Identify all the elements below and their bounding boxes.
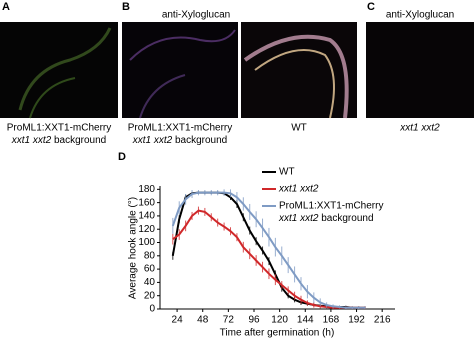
y-tick-label: 20 [144, 290, 156, 301]
caption: xxt1 xxt2 [399, 123, 440, 134]
y-tick-label: 120 [138, 224, 155, 235]
y-tick-label: 180 [138, 184, 155, 195]
y-tick-label: 100 [138, 237, 155, 248]
legend-label: WT [279, 167, 295, 178]
y-tick-label: 0 [149, 304, 155, 315]
panel-label: C [367, 1, 375, 13]
legend-label: xxt1 xxt2 [278, 184, 319, 195]
caption: xxt1 xxt2 [132, 135, 173, 146]
y-tick-label: 160 [138, 197, 155, 208]
seedling [243, 34, 349, 119]
legend-label: background [321, 213, 373, 224]
x-tick-label: 48 [197, 315, 209, 326]
y-tick-label: 40 [144, 277, 156, 288]
legend-label: xxt1 xxt2 [278, 213, 319, 224]
x-axis-label: Time after germination (h) [220, 328, 335, 339]
x-tick-label: 24 [172, 315, 184, 326]
x-tick-label: 192 [348, 315, 365, 326]
panel-title: anti-Xyloglucan [162, 10, 230, 21]
micrograph [366, 22, 474, 118]
panel-label: D [118, 151, 126, 163]
y-axis-label: Average hook angle (°) [128, 197, 139, 299]
x-tick-label: 168 [323, 315, 340, 326]
caption: xxt1 xxt2 background [11, 135, 107, 146]
panel-title: anti-Xyloglucan [386, 10, 454, 21]
caption: ProML1:XXT1-mCherry [7, 123, 111, 134]
caption: background [54, 135, 106, 146]
y-tick-label: 60 [144, 264, 156, 275]
legend-label: xxt1 xxt2 background [278, 213, 374, 224]
caption: WT [291, 123, 307, 134]
series-line [171, 191, 366, 309]
x-tick-label: 120 [271, 315, 288, 326]
seedling [29, 77, 76, 119]
panel-label: B [122, 1, 130, 13]
caption: ProML1:XXT1-mCherry [128, 123, 232, 134]
seedling [18, 27, 112, 111]
x-tick-label: 144 [297, 315, 314, 326]
x-tick-label: 216 [374, 315, 391, 326]
panel-label: A [2, 1, 10, 13]
x-tick-label: 72 [223, 315, 235, 326]
caption: background [175, 135, 227, 146]
y-tick-label: 80 [144, 250, 156, 261]
legend-label: ProML1:XXT1-mCherry [279, 201, 383, 212]
caption: xxt1 xxt2 [11, 135, 52, 146]
micrograph [122, 22, 238, 118]
caption: xxt1 xxt2 background [132, 135, 228, 146]
x-tick-label: 96 [248, 315, 260, 326]
y-tick-label: 140 [138, 211, 155, 222]
seedling [139, 74, 186, 119]
seedling [129, 29, 236, 61]
micrograph [0, 22, 118, 118]
seedling [254, 49, 335, 119]
